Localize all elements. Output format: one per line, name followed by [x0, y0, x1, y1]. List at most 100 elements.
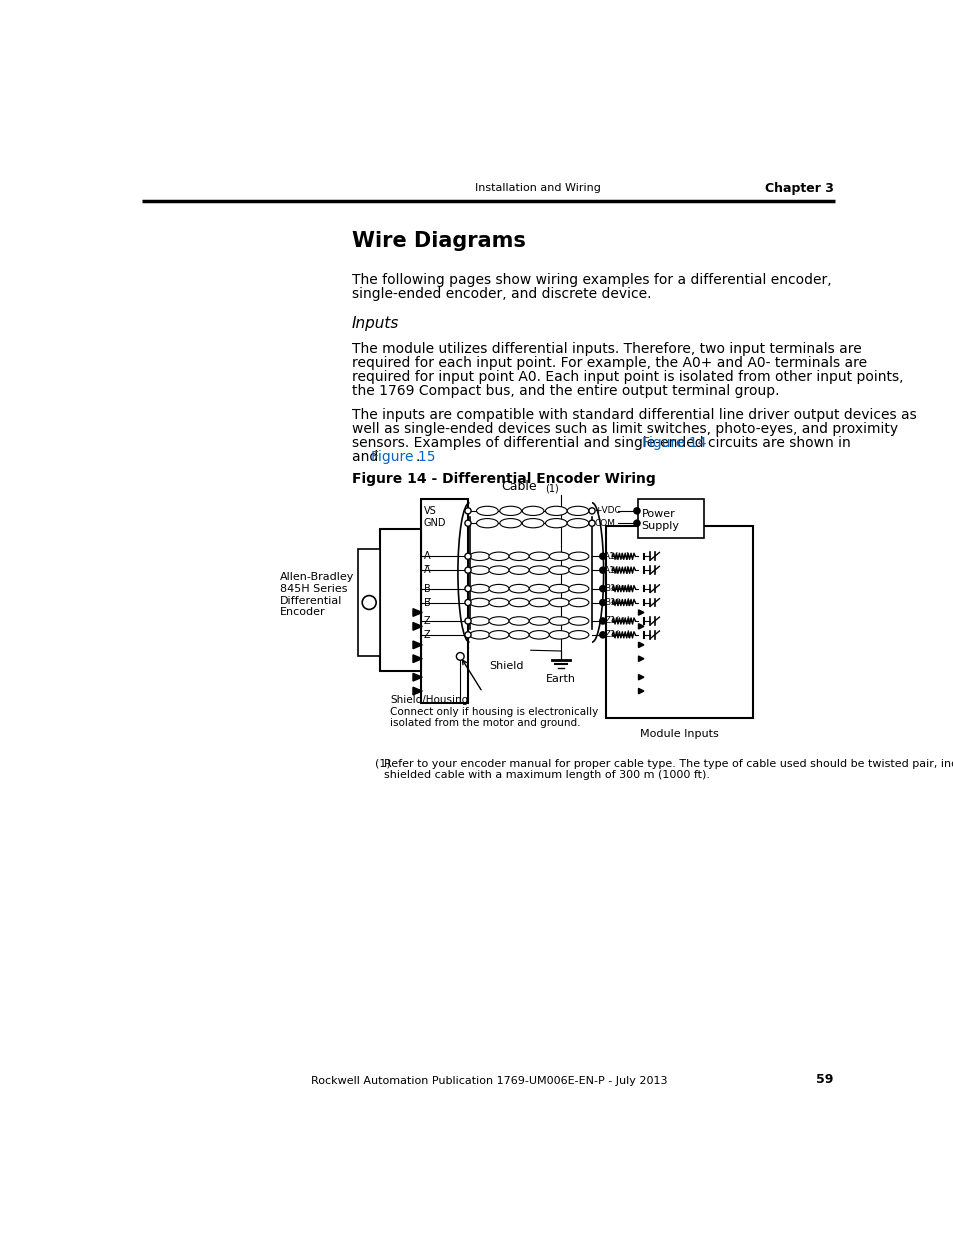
- Ellipse shape: [529, 616, 549, 625]
- Text: A̅: A̅: [423, 566, 430, 576]
- Text: The inputs are compatible with standard differential line driver output devices : The inputs are compatible with standard …: [352, 409, 916, 422]
- Ellipse shape: [488, 552, 509, 561]
- Ellipse shape: [549, 598, 569, 606]
- Circle shape: [599, 585, 605, 592]
- Text: B: B: [423, 584, 430, 594]
- Text: B̅: B̅: [423, 598, 430, 608]
- Ellipse shape: [549, 584, 569, 593]
- Ellipse shape: [469, 598, 489, 606]
- Ellipse shape: [488, 598, 509, 606]
- Ellipse shape: [476, 519, 497, 527]
- Ellipse shape: [509, 598, 529, 606]
- Text: Figure 14 - Differential Encoder Wiring: Figure 14 - Differential Encoder Wiring: [352, 472, 655, 485]
- Polygon shape: [638, 688, 643, 694]
- Text: B1(+): B1(+): [604, 584, 630, 593]
- Polygon shape: [638, 674, 643, 680]
- Circle shape: [633, 508, 639, 514]
- Ellipse shape: [549, 631, 569, 638]
- Ellipse shape: [499, 506, 521, 515]
- Ellipse shape: [488, 616, 509, 625]
- Circle shape: [464, 618, 471, 624]
- Text: Earth: Earth: [545, 674, 576, 684]
- Circle shape: [599, 632, 605, 638]
- Ellipse shape: [488, 631, 509, 638]
- Ellipse shape: [568, 631, 588, 638]
- Text: +VDC: +VDC: [594, 506, 620, 515]
- Circle shape: [464, 585, 471, 592]
- Ellipse shape: [568, 552, 588, 561]
- Circle shape: [464, 520, 471, 526]
- Ellipse shape: [545, 506, 567, 515]
- Ellipse shape: [469, 566, 489, 574]
- Text: Rockwell Automation Publication 1769-UM006E-EN-P - July 2013: Rockwell Automation Publication 1769-UM0…: [311, 1076, 666, 1086]
- Text: .: .: [415, 450, 419, 464]
- Circle shape: [599, 567, 605, 573]
- Bar: [605, 526, 753, 718]
- Text: Cable: Cable: [501, 480, 537, 493]
- Text: single-ended encoder, and discrete device.: single-ended encoder, and discrete devic…: [352, 287, 651, 301]
- Text: Figure 15: Figure 15: [371, 450, 436, 464]
- Text: the 1769 Compact bus, and the entire output terminal group.: the 1769 Compact bus, and the entire out…: [352, 384, 779, 398]
- Polygon shape: [413, 609, 422, 616]
- Text: Installation and Wiring: Installation and Wiring: [475, 183, 600, 193]
- Text: Shield/Housing
Connect only if housing is electronically
isolated from the motor: Shield/Housing Connect only if housing i…: [390, 659, 598, 729]
- Ellipse shape: [521, 506, 543, 515]
- Circle shape: [599, 599, 605, 605]
- Polygon shape: [413, 641, 422, 648]
- Bar: [421, 499, 468, 704]
- Text: and: and: [352, 450, 382, 464]
- Ellipse shape: [476, 506, 497, 515]
- Text: The module utilizes differential inputs. Therefore, two input terminals are: The module utilizes differential inputs.…: [352, 342, 861, 356]
- Circle shape: [599, 553, 605, 559]
- Ellipse shape: [568, 616, 588, 625]
- Text: Wire Diagrams: Wire Diagrams: [352, 231, 525, 252]
- Ellipse shape: [469, 552, 489, 561]
- Ellipse shape: [509, 552, 529, 561]
- Ellipse shape: [549, 616, 569, 625]
- Ellipse shape: [529, 631, 549, 638]
- Text: well as single-ended devices such as limit switches, photo-eyes, and proximity: well as single-ended devices such as lim…: [352, 422, 897, 436]
- Circle shape: [599, 618, 605, 624]
- Ellipse shape: [499, 519, 521, 527]
- Text: Chapter 3: Chapter 3: [764, 182, 833, 195]
- Circle shape: [588, 520, 595, 526]
- Text: VS: VS: [423, 506, 436, 516]
- Ellipse shape: [469, 631, 489, 638]
- Text: Figure 14: Figure 14: [641, 436, 706, 451]
- Text: Z1(−): Z1(−): [604, 630, 630, 640]
- Text: required for input point A0. Each input point is isolated from other input point: required for input point A0. Each input …: [352, 370, 902, 384]
- Polygon shape: [638, 642, 643, 647]
- Circle shape: [588, 508, 595, 514]
- Text: (1): (1): [544, 483, 558, 493]
- Polygon shape: [413, 622, 422, 630]
- Circle shape: [362, 595, 375, 609]
- Text: Inputs: Inputs: [352, 316, 398, 331]
- Ellipse shape: [568, 584, 588, 593]
- Ellipse shape: [549, 566, 569, 574]
- Ellipse shape: [509, 584, 529, 593]
- Text: Allen-Bradley
845H Series
Differential
Encoder: Allen-Bradley 845H Series Differential E…: [279, 572, 354, 618]
- Text: A1(−): A1(−): [604, 566, 630, 574]
- Ellipse shape: [509, 616, 529, 625]
- Ellipse shape: [567, 519, 588, 527]
- Circle shape: [633, 520, 639, 526]
- Ellipse shape: [529, 598, 549, 606]
- Polygon shape: [413, 673, 422, 680]
- Text: B1(−): B1(−): [604, 598, 630, 606]
- Polygon shape: [413, 655, 422, 662]
- Text: Module Inputs: Module Inputs: [639, 729, 719, 739]
- Text: COM: COM: [594, 519, 615, 527]
- Text: A: A: [423, 551, 430, 561]
- Ellipse shape: [568, 598, 588, 606]
- Polygon shape: [638, 656, 643, 662]
- Text: sensors. Examples of differential and single-ended circuits are shown in: sensors. Examples of differential and si…: [352, 436, 854, 451]
- Text: shielded cable with a maximum length of 300 m (1000 ft).: shielded cable with a maximum length of …: [384, 769, 710, 779]
- Ellipse shape: [549, 552, 569, 561]
- Ellipse shape: [488, 566, 509, 574]
- Bar: [357, 548, 380, 656]
- Ellipse shape: [529, 566, 549, 574]
- Ellipse shape: [545, 519, 567, 527]
- Ellipse shape: [568, 566, 588, 574]
- Text: (1): (1): [375, 758, 391, 769]
- Bar: [380, 529, 420, 671]
